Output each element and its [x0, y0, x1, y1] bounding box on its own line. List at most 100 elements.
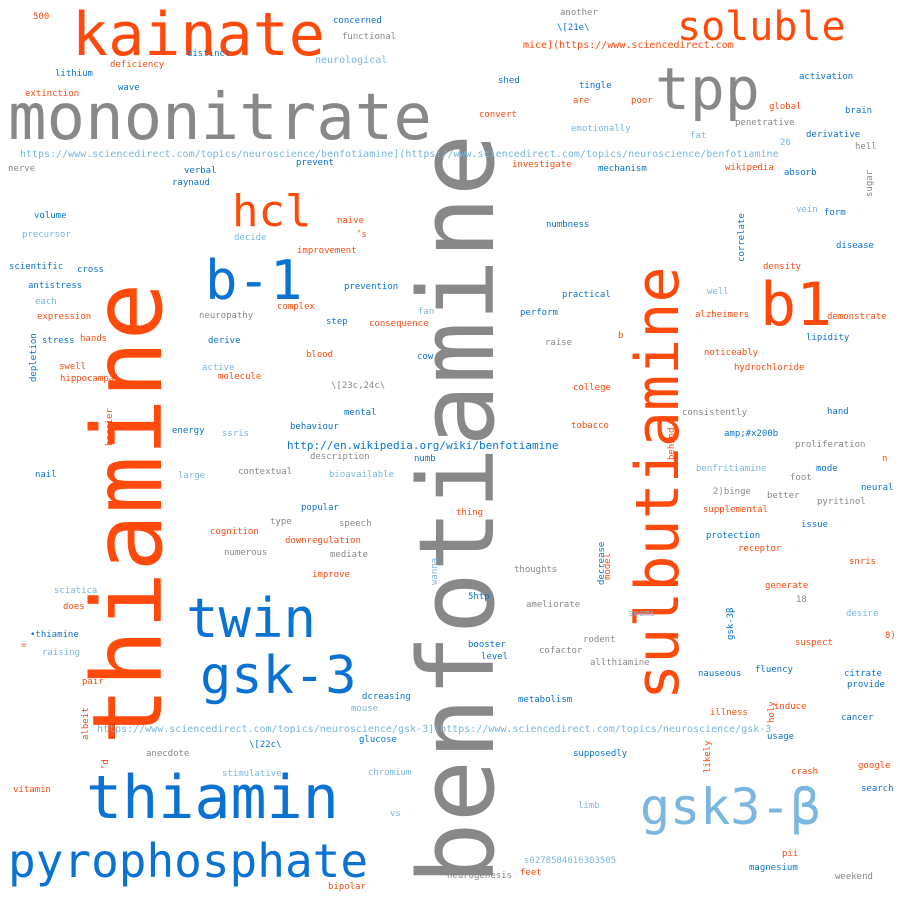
word-bipolar: bipolar	[328, 882, 366, 892]
word-precursor: precursor	[22, 230, 71, 240]
word-swell: swell	[59, 362, 87, 372]
word-scientific: scientific	[9, 262, 64, 272]
word-google: google	[858, 761, 891, 771]
word-fluency: fluency	[755, 665, 793, 675]
word-nauseous: nauseous	[698, 669, 742, 679]
word-blood: blood	[306, 350, 334, 360]
word-tobacco: tobacco	[571, 421, 609, 431]
word-citrate: citrate	[844, 669, 882, 679]
word-gsk-3: gsk-3	[200, 646, 357, 706]
word-derivative: derivative	[806, 130, 861, 140]
word-gsk3: gsk3-β	[640, 778, 821, 836]
word-usage: usage	[767, 732, 795, 742]
word-well: well	[707, 287, 729, 297]
word-b-1: b-1	[205, 249, 303, 312]
word-illness: illness	[710, 708, 748, 718]
word-thing: thing	[456, 508, 484, 518]
word-desire: desire	[846, 609, 879, 619]
word-symbol: =	[21, 641, 27, 651]
word-dcreasing: dcreasing	[362, 692, 411, 702]
word-albeit: albeit	[81, 707, 91, 740]
word-another: another	[560, 8, 598, 18]
word-global: global	[769, 102, 802, 112]
word-n: n	[882, 454, 888, 464]
word-decide: decide	[234, 233, 267, 243]
word-cofactor: cofactor	[539, 646, 583, 656]
word-thiamin: thiamin	[86, 763, 339, 833]
word-downregulation: downregulation	[285, 536, 361, 546]
word-benfritiamine: benfritiamine	[696, 464, 767, 474]
word-seems: seems	[628, 609, 656, 619]
word-antistress: antistress	[28, 281, 83, 291]
word-metabolism: metabolism	[518, 695, 573, 705]
word-consequence: consequence	[369, 319, 429, 329]
word-prevent: prevent	[296, 158, 334, 168]
word-prevention: prevention	[344, 282, 399, 292]
word-hippocampal: hippocampal	[60, 374, 120, 384]
word-chromium: chromium	[368, 768, 412, 778]
word-8: 8)	[885, 631, 896, 641]
word-volume: volume	[34, 211, 67, 221]
word-consistently: consistently	[682, 408, 748, 418]
word-sulbutiamine: sulbutiamine	[623, 266, 693, 700]
word-type: type	[270, 517, 292, 527]
word-emotionally: emotionally	[571, 124, 631, 134]
word-improvement: improvement	[297, 246, 357, 256]
word-model: model	[603, 552, 613, 580]
word-neural: neural	[861, 483, 894, 493]
word-demonstrate: demonstrate	[827, 312, 887, 322]
word-form: form	[824, 208, 846, 218]
word-holy: holy	[767, 701, 777, 723]
word-behind: behind	[667, 427, 677, 460]
word-vs: vs	[390, 809, 401, 819]
word-cross: cross	[77, 265, 105, 275]
word-d: ’d	[101, 759, 111, 770]
word-sciatica: sciatica	[54, 586, 98, 596]
word-weekend: weekend	[835, 872, 873, 882]
word-complex: complex	[277, 302, 315, 312]
word-suspect: suspect	[795, 638, 833, 648]
word-twin: twin	[186, 587, 317, 650]
word-each: each	[35, 297, 57, 307]
word-numerous: numerous	[224, 548, 268, 558]
word-ameliorate: ameliorate	[526, 600, 581, 610]
word-level: level	[481, 652, 509, 662]
word-disease: disease	[836, 241, 874, 251]
word-thiamine: •thiamine	[30, 630, 79, 640]
word-distinct: distinct	[187, 49, 231, 59]
word-generate: generate	[765, 581, 809, 591]
word-http-en-wikipedia-org-wiki-benfotiamine: http://en.wikipedia.org/wiki/benfotiamin…	[287, 439, 559, 452]
word-2-binge: 2)binge	[713, 487, 751, 497]
word-naive: naive	[337, 216, 365, 226]
word-depletion: depletion	[29, 333, 39, 382]
word-are: are	[573, 96, 590, 106]
word-activation: activation	[799, 72, 854, 82]
word-pyrophosphate: pyrophosphate	[8, 834, 369, 888]
word-500: 500	[33, 12, 50, 22]
word-hands: hands	[80, 334, 108, 344]
word-proliferation: proliferation	[795, 440, 866, 450]
word-thoughts: thoughts	[514, 565, 558, 575]
word-lithium: lithium	[55, 69, 93, 79]
word-anecdote: anecdote	[146, 749, 190, 759]
word-expression: expression	[37, 312, 92, 322]
word-cow: cow	[417, 352, 434, 362]
word-https-www-sciencedirect-com-topics-neuroscience-benfotiamine-https-www-sciencedirect-com-topics-neuroscience-benfotiamine: https://www.sciencedirect.com/topics/neu…	[20, 149, 779, 160]
word-lipidity: lipidity	[806, 333, 850, 343]
word-pii: pii	[782, 849, 799, 859]
word-concerned: concerned	[333, 16, 382, 26]
word-correlate: correlate	[737, 213, 747, 262]
word-nerve: nerve	[8, 164, 36, 174]
word-deficiency: deficiency	[110, 60, 165, 70]
word-step: step	[326, 317, 348, 327]
word-brain: brain	[845, 106, 873, 116]
word-mental: mental	[344, 408, 377, 418]
word-alzheimers: alzheimers	[695, 310, 750, 320]
word-raise: raise	[545, 338, 573, 348]
word-stress: stress	[42, 336, 75, 346]
word-amp-x200b: amp;#x200b	[724, 429, 779, 439]
word-mononitrate: mononitrate	[8, 81, 432, 155]
word-crash: crash	[791, 767, 819, 777]
word-search: search	[861, 784, 894, 794]
